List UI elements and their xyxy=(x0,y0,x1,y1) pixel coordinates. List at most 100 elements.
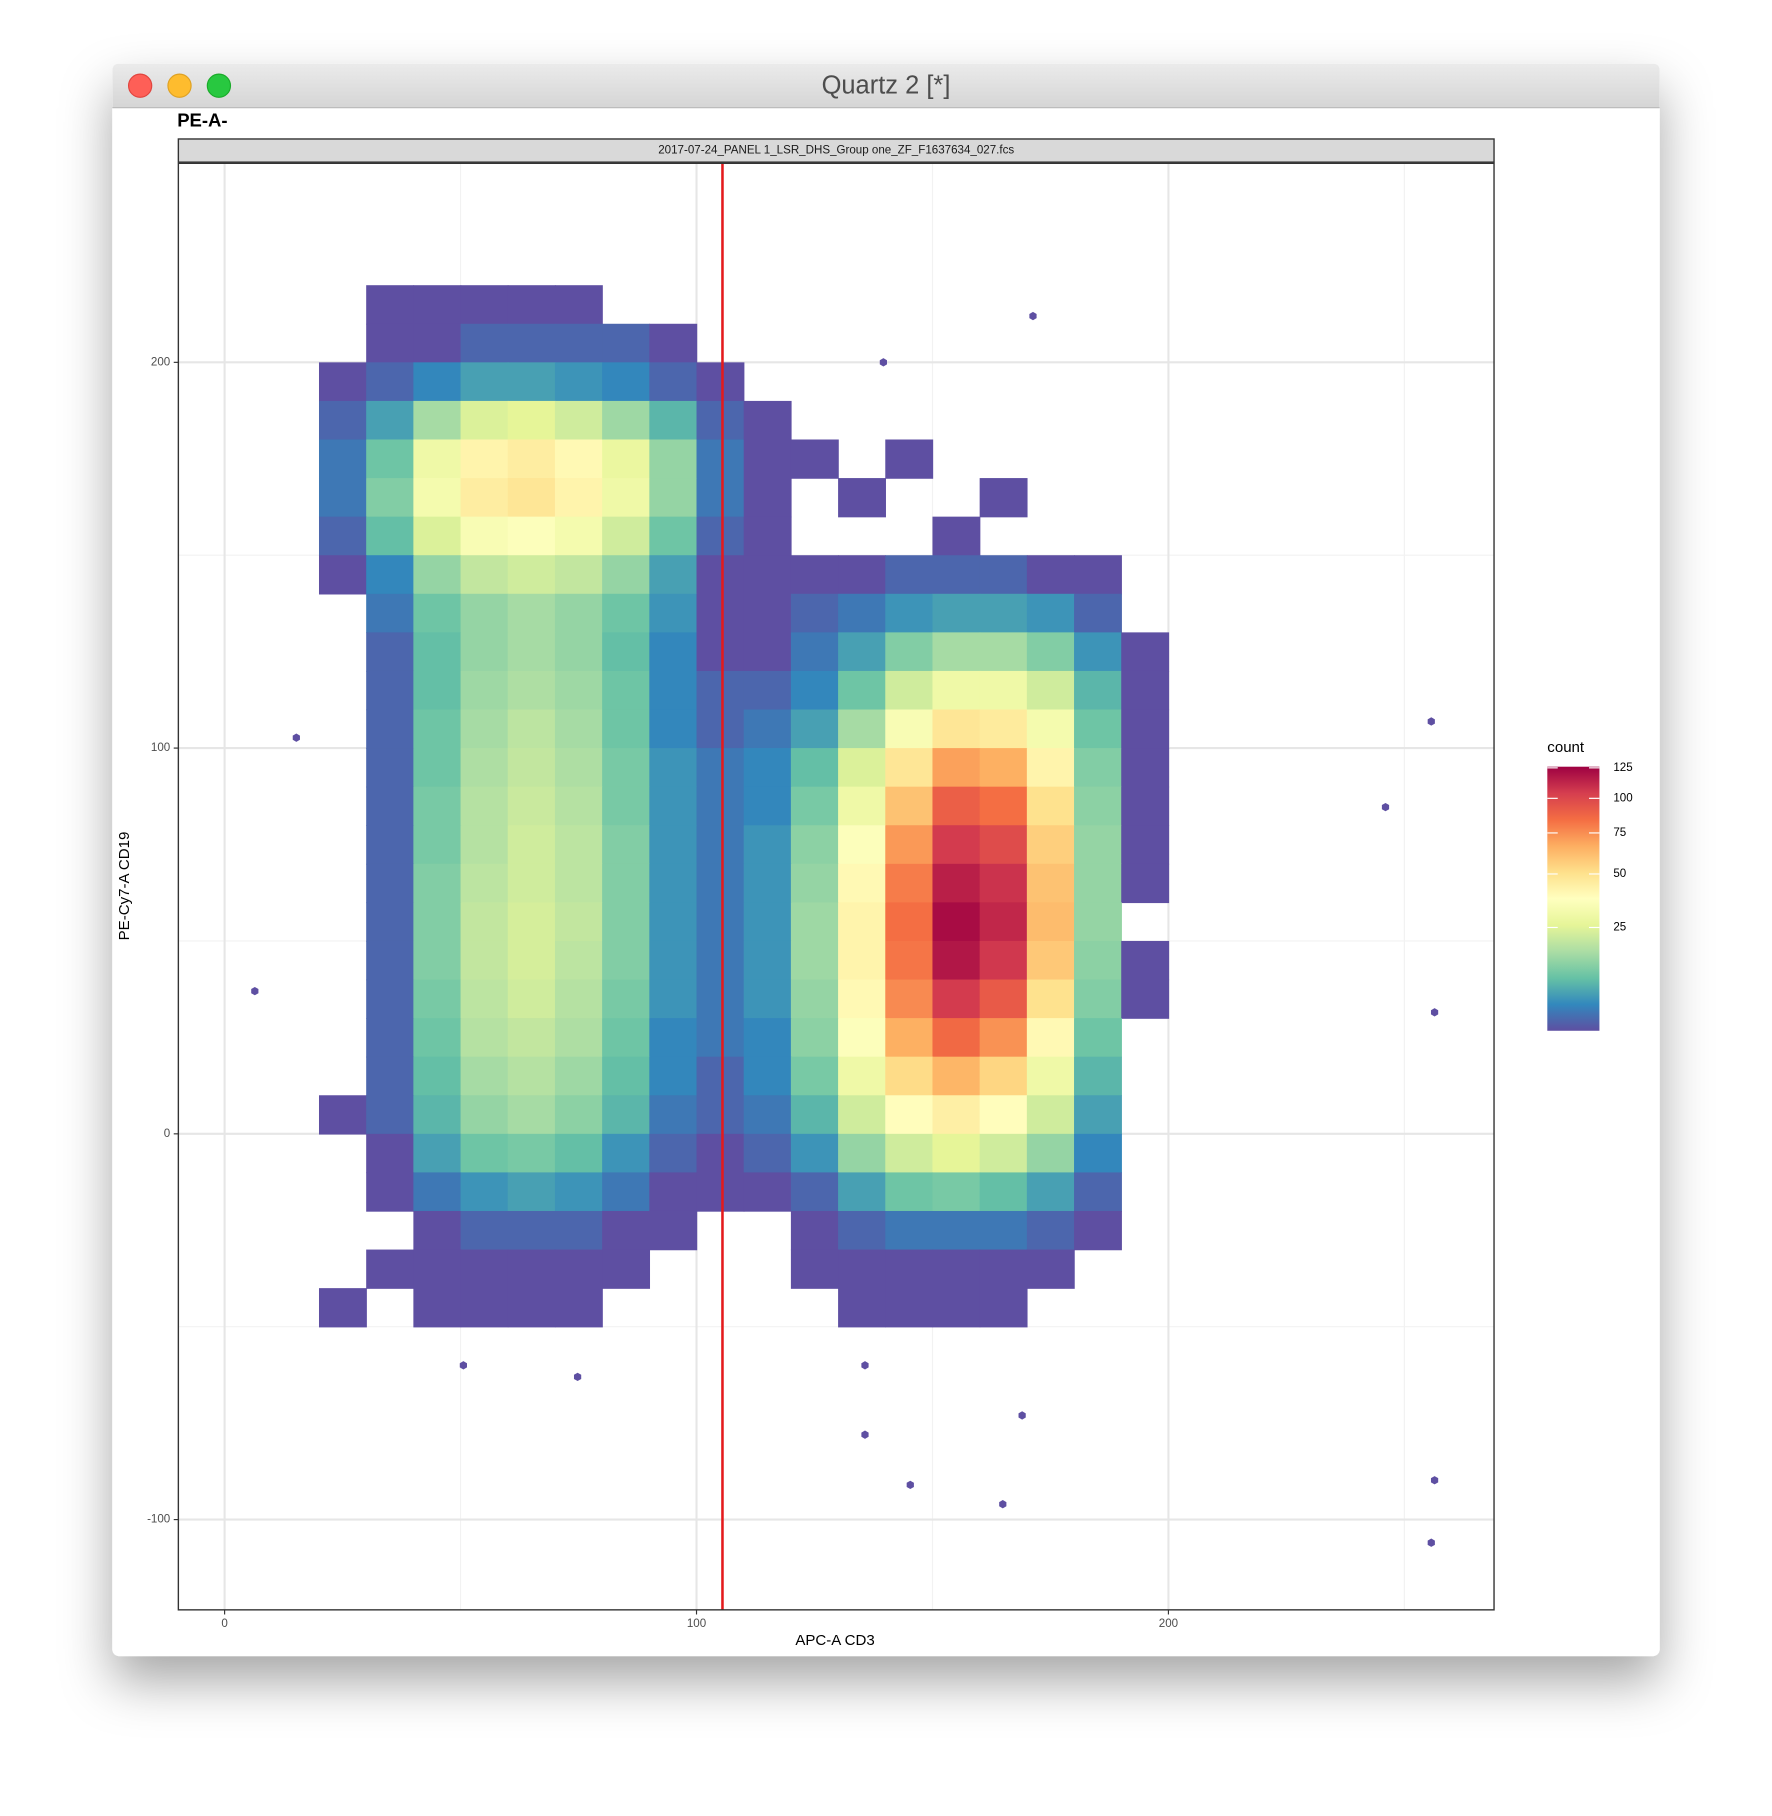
bin xyxy=(366,940,415,981)
bin xyxy=(696,1056,745,1096)
bin xyxy=(885,1249,934,1289)
bin xyxy=(507,323,556,364)
bin xyxy=(696,362,745,402)
bin xyxy=(1074,863,1122,904)
bin xyxy=(1074,709,1122,749)
bin xyxy=(554,748,603,788)
bin xyxy=(1026,593,1075,634)
bin xyxy=(743,632,792,672)
bin xyxy=(460,709,509,749)
bin xyxy=(979,940,1028,981)
bin xyxy=(318,516,367,556)
bin xyxy=(696,786,745,826)
bin xyxy=(696,670,745,711)
bin xyxy=(838,555,886,595)
outlier-bin xyxy=(1029,311,1037,321)
bin xyxy=(554,979,603,1019)
bin xyxy=(460,670,509,711)
x-tick-label: 100 xyxy=(687,1618,706,1630)
bin xyxy=(885,786,934,826)
bin xyxy=(460,1210,509,1251)
bin xyxy=(649,323,698,364)
bin xyxy=(696,902,745,942)
bin xyxy=(413,1172,462,1212)
bin xyxy=(696,555,745,595)
bin xyxy=(507,400,556,441)
bin xyxy=(838,670,886,711)
bin xyxy=(932,1095,981,1135)
colorbar-label: 75 xyxy=(1613,827,1626,839)
bin xyxy=(1026,786,1075,826)
bin xyxy=(932,748,981,788)
bin xyxy=(460,979,509,1019)
bin xyxy=(554,593,603,634)
bin xyxy=(1121,825,1170,865)
bin xyxy=(1074,748,1122,788)
bin xyxy=(743,555,792,595)
bin xyxy=(885,439,934,479)
bin xyxy=(507,1172,556,1212)
bin xyxy=(507,863,556,904)
bin xyxy=(696,1018,745,1058)
bin xyxy=(413,670,462,711)
bin xyxy=(838,863,886,904)
bin xyxy=(790,1018,839,1058)
bin xyxy=(885,1210,934,1251)
bin xyxy=(318,1288,367,1328)
bin xyxy=(554,1249,603,1289)
bin xyxy=(932,1172,981,1212)
bin xyxy=(743,478,792,518)
strip xyxy=(177,138,1495,163)
bin xyxy=(649,902,698,942)
bin xyxy=(885,1095,934,1135)
bin xyxy=(696,748,745,788)
bin xyxy=(649,1095,698,1135)
plot-title: PE-A- xyxy=(177,109,227,130)
bin xyxy=(413,748,462,788)
bin xyxy=(1121,979,1170,1019)
bin xyxy=(979,1210,1028,1251)
bin xyxy=(1026,1249,1075,1289)
bin xyxy=(413,632,462,672)
bins xyxy=(251,285,1439,1547)
outlier-bin xyxy=(1427,717,1435,726)
bin xyxy=(507,1210,556,1251)
close-button[interactable] xyxy=(127,73,153,98)
bin xyxy=(554,555,603,595)
y-tick-label: 0 xyxy=(164,1128,170,1140)
bin xyxy=(838,632,886,672)
x-tick-label: 0 xyxy=(221,1618,227,1630)
colorbar xyxy=(1547,766,1600,1031)
bin xyxy=(790,1210,839,1251)
bin xyxy=(743,439,792,479)
outlier-bin xyxy=(1381,802,1390,812)
bin xyxy=(790,786,839,826)
bin xyxy=(696,516,745,556)
bin xyxy=(885,979,934,1019)
bin xyxy=(932,863,981,904)
bin xyxy=(743,1133,792,1174)
bin xyxy=(838,979,886,1019)
bin xyxy=(696,863,745,904)
bin xyxy=(979,748,1028,788)
bin xyxy=(885,1018,934,1058)
bin xyxy=(838,748,886,788)
bin xyxy=(932,825,981,865)
bin xyxy=(602,439,651,479)
bin xyxy=(743,863,792,904)
bin xyxy=(979,979,1028,1019)
bin xyxy=(602,1172,651,1212)
bin xyxy=(507,1095,556,1135)
bin xyxy=(1026,979,1075,1019)
bin xyxy=(602,979,651,1019)
bin xyxy=(507,940,556,981)
bin xyxy=(507,285,556,325)
minimize-button[interactable] xyxy=(167,73,192,98)
bin xyxy=(649,439,698,479)
bin xyxy=(1121,748,1170,788)
bin xyxy=(932,940,981,981)
bin xyxy=(507,516,556,556)
bin xyxy=(554,400,603,441)
zoom-button[interactable] xyxy=(206,73,232,98)
